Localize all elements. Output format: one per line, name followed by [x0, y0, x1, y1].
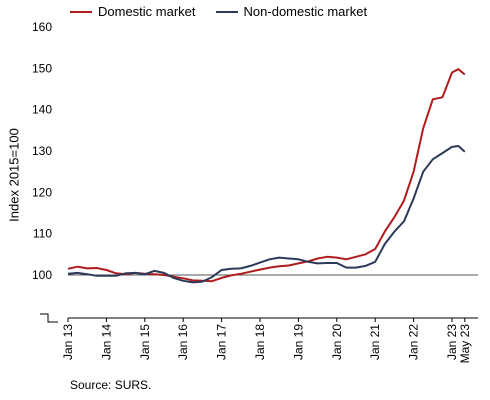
- x-tick-label: Jan 13: [61, 324, 75, 360]
- legend-item-non-domestic: Non-domestic market: [215, 4, 368, 19]
- y-tick-label: 100: [32, 268, 52, 282]
- y-tick-label: 130: [32, 144, 52, 158]
- legend-item-domestic: Domestic market: [70, 4, 196, 19]
- legend-label-non-domestic: Non-domestic market: [243, 4, 368, 19]
- y-tick-label: 110: [33, 227, 52, 241]
- legend-swatch-non-domestic: [215, 10, 238, 13]
- x-tick-label: Jan 17: [215, 324, 229, 360]
- legend-label-domestic: Domestic market: [98, 4, 196, 19]
- y-tick-label: 140: [32, 103, 52, 117]
- legend: Domestic market Non-domestic market: [70, 4, 367, 19]
- x-tick-label: Jan 21: [368, 324, 382, 360]
- x-tick-label: Jan 18: [253, 324, 267, 360]
- series-line-non-domestic: [67, 145, 466, 284]
- source-note: Source: SURS.: [70, 378, 152, 392]
- x-tick-label: Jan 20: [330, 324, 344, 360]
- x-tick-label: Jan 14: [99, 324, 113, 360]
- legend-swatch-domestic: [70, 10, 92, 13]
- x-tick-label: Jan 15: [138, 324, 152, 360]
- y-tick-label: 160: [32, 20, 52, 34]
- series-line-domestic: [67, 68, 466, 283]
- x-tick-label: Jan 19: [291, 324, 305, 360]
- x-tick-label: Jan 23: [445, 324, 459, 360]
- y-tick-label: 150: [32, 61, 52, 75]
- x-tick-label: May 23: [458, 324, 472, 364]
- x-tick-label: Jan 22: [407, 324, 421, 360]
- x-tick-label: Jan 16: [176, 324, 190, 360]
- y-tick-label: 120: [32, 185, 52, 199]
- y-axis-break-mark: [40, 313, 58, 323]
